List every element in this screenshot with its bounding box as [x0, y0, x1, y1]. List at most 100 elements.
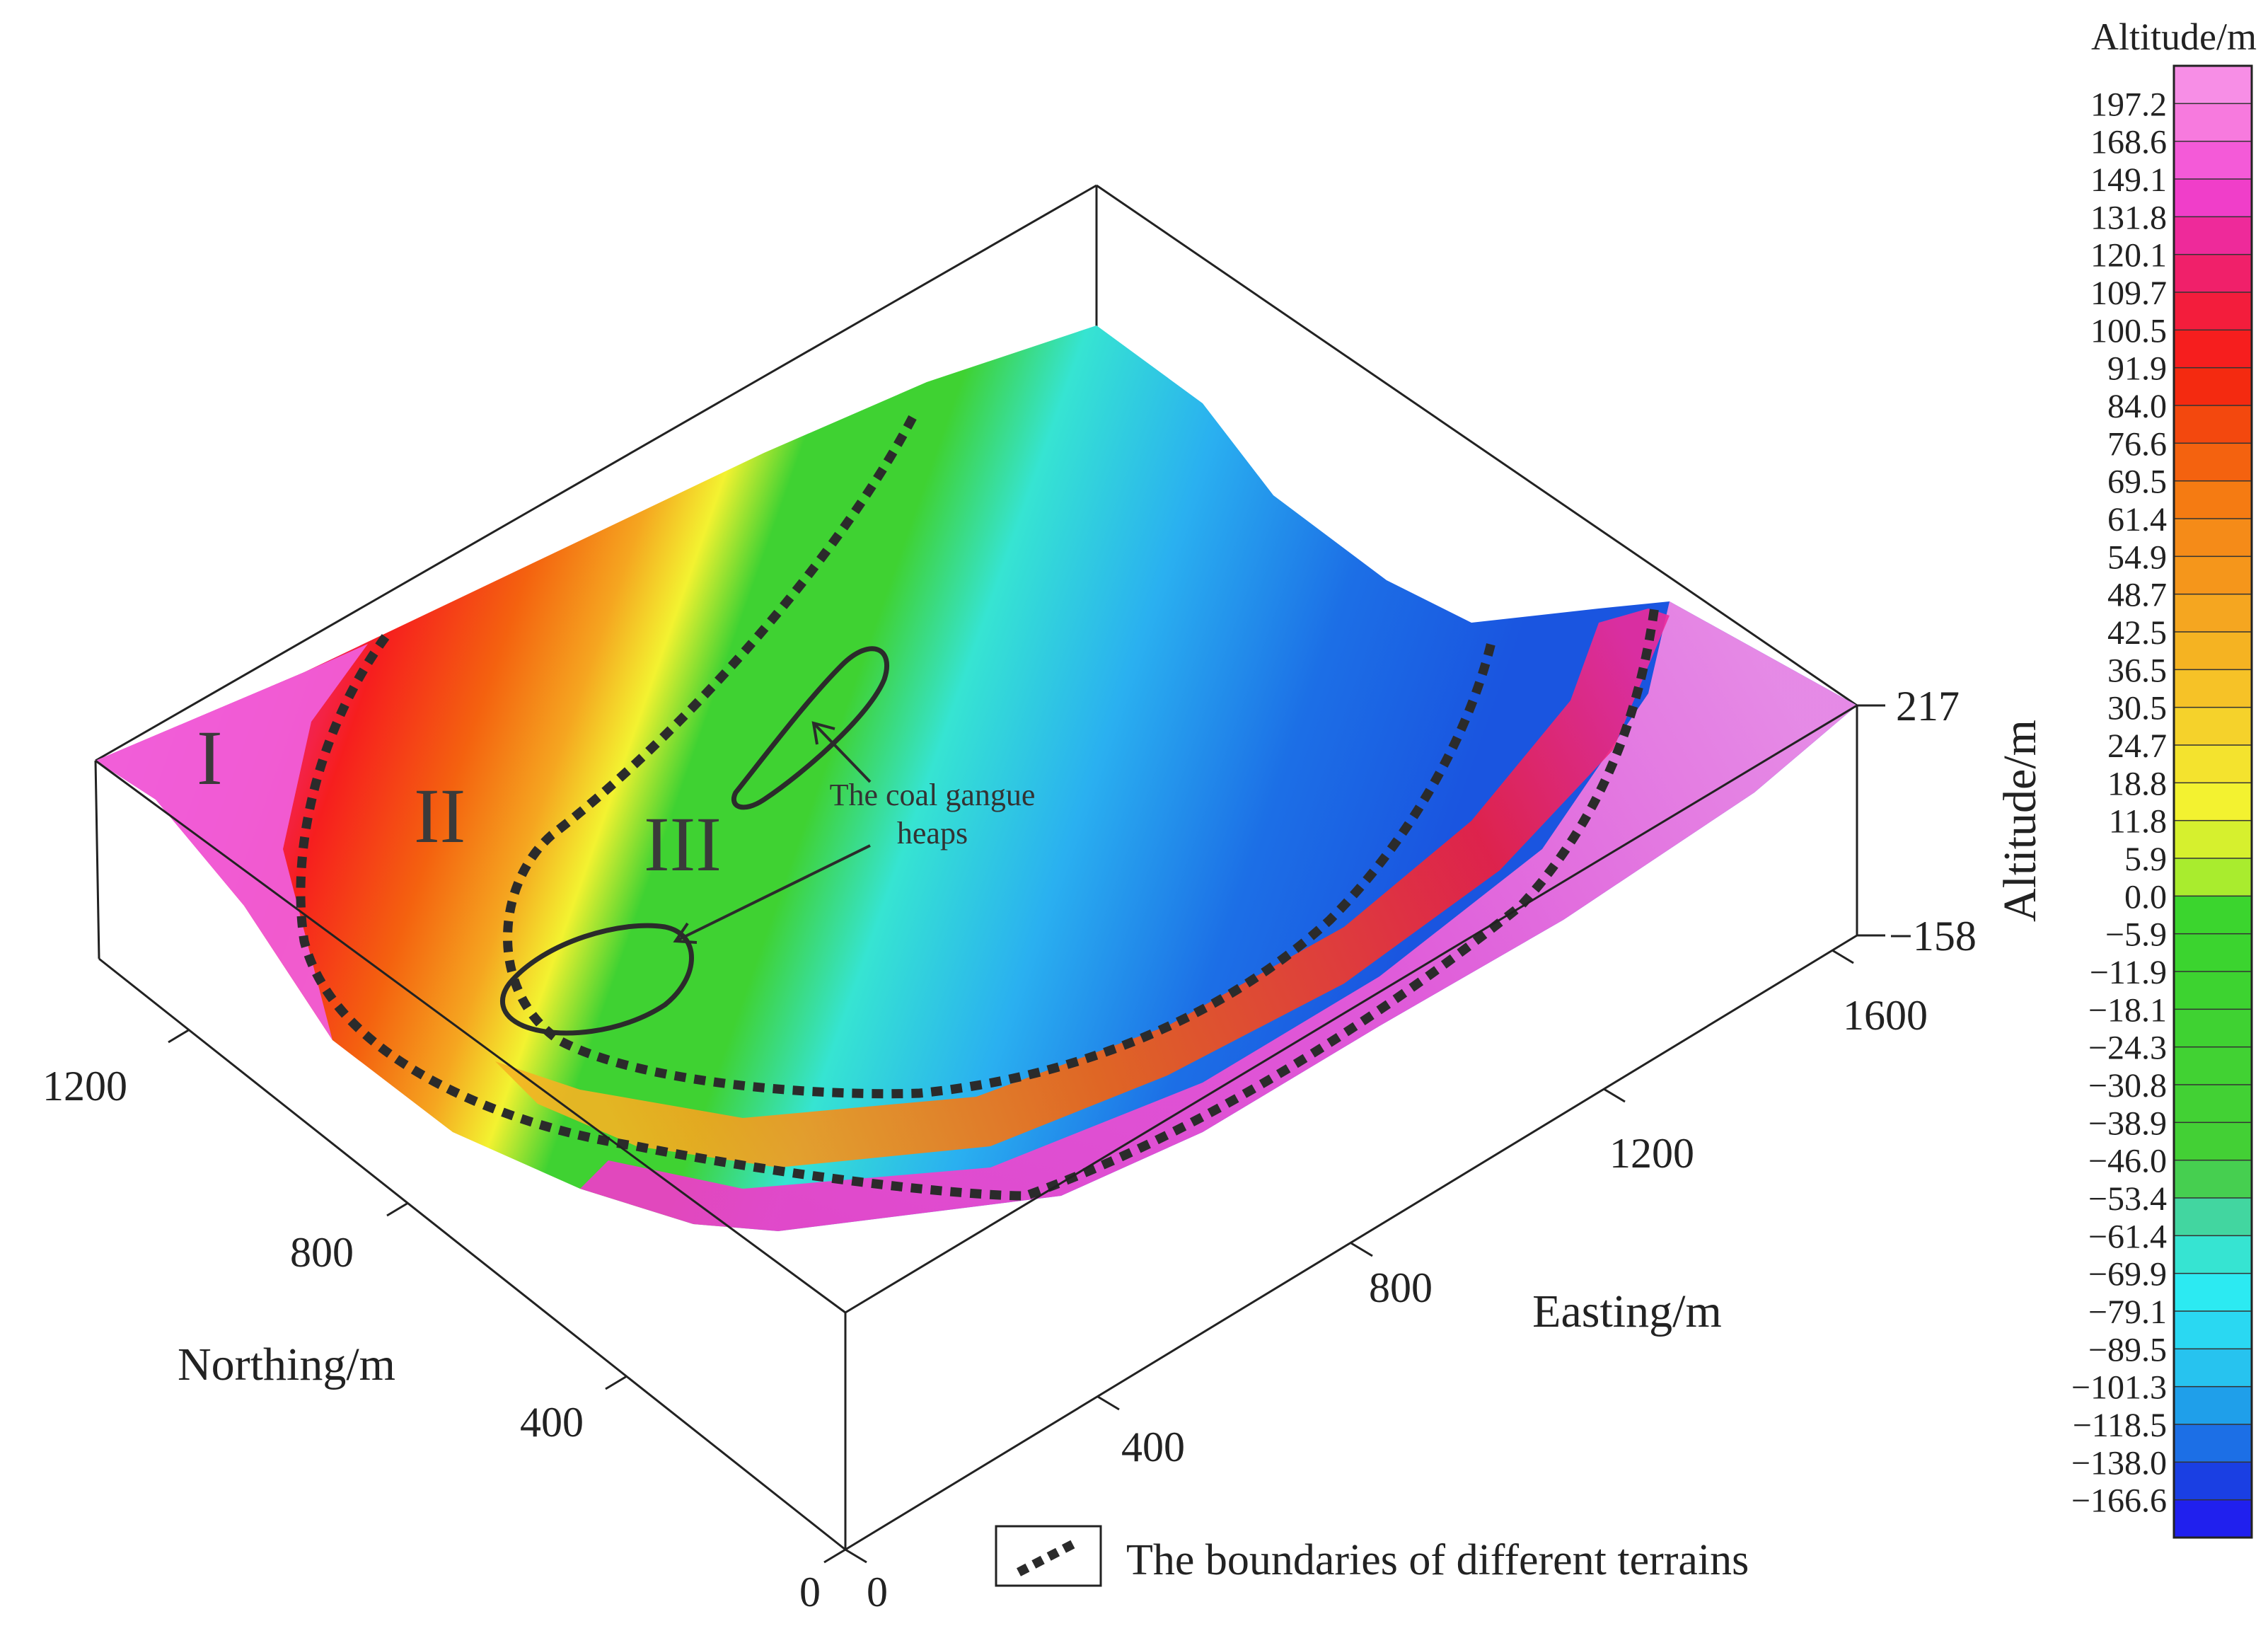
colorbar-swatch	[2173, 1235, 2252, 1275]
easting-axis-title: Easting/m	[1532, 1286, 1722, 1337]
annotation-line-1: The coal gangue	[830, 778, 1036, 812]
colorbar-label: 0.0	[2124, 878, 2167, 916]
colorbar: Altitude/m 197.2168.6149.1131.8120.1109.…	[2071, 16, 2257, 1539]
colorbar-swatch	[2173, 1461, 2252, 1501]
colorbar-swatch	[2173, 706, 2252, 746]
colorbar-label: −89.5	[2088, 1331, 2167, 1368]
colorbar-label: 120.1	[2090, 237, 2167, 275]
legend-dotted-symbol	[1017, 1537, 1081, 1576]
terrain-base	[96, 325, 1857, 1231]
colorbar-swatch	[2173, 1424, 2252, 1463]
colorbar-label: 76.6	[2107, 425, 2167, 463]
colorbar-swatch	[2173, 1499, 2252, 1539]
colorbar-label: 149.1	[2090, 161, 2167, 199]
colorbar-swatch	[2173, 292, 2252, 331]
colorbar-label: −69.9	[2088, 1256, 2167, 1293]
annotation-line-2: heaps	[897, 816, 968, 851]
region-label-2: II	[414, 773, 465, 859]
colorbar-label: −166.6	[2071, 1482, 2167, 1520]
colorbar-swatch	[2173, 253, 2252, 294]
easting-tick-1600: 1600	[1843, 992, 1928, 1039]
colorbar-label: 109.7	[2090, 275, 2167, 312]
colorbar-label: 168.6	[2090, 124, 2167, 161]
colorbar-swatch	[2173, 858, 2252, 897]
legend-label: The boundaries of different terrains	[1126, 1536, 1749, 1584]
colorbar-label: 30.5	[2107, 690, 2167, 727]
easting-tick-1200: 1200	[1609, 1130, 1694, 1177]
colorbar-label: −30.8	[2088, 1067, 2167, 1105]
boundary-outer	[296, 601, 1660, 1201]
colorbar-label: −5.9	[2105, 916, 2167, 954]
colorbar-swatch	[2173, 782, 2252, 822]
terrain-inner-rim	[495, 609, 1670, 1167]
colorbar-label: 5.9	[2124, 841, 2167, 878]
heap-lower	[499, 923, 694, 1036]
region-label-3: III	[644, 801, 722, 887]
colorbar-swatch	[2173, 555, 2252, 596]
colorbar-label: −53.4	[2088, 1180, 2167, 1218]
colorbar-frame	[2172, 64, 2253, 1539]
northing-tick-800: 800	[290, 1229, 354, 1276]
northing-tick-1200: 1200	[42, 1063, 127, 1109]
box-frame-front	[94, 704, 1858, 1551]
colorbar-label: 91.9	[2107, 350, 2167, 388]
boundary-legend: The boundaries of different terrains	[995, 1525, 1749, 1587]
coal-gangue-heaps	[499, 646, 890, 1036]
colorbar-swatch	[2173, 1385, 2252, 1426]
colorbar-label: −38.9	[2088, 1105, 2167, 1142]
colorbar-swatch	[2173, 405, 2252, 444]
easting-tick-400: 400	[1121, 1424, 1185, 1470]
colorbar-label: 54.9	[2107, 538, 2167, 576]
terrain-boundaries	[296, 415, 1660, 1201]
colorbar-swatch	[2173, 480, 2252, 520]
northing-tick-400: 400	[520, 1399, 584, 1446]
colorbar-label: 197.2	[2090, 86, 2167, 123]
colorbar-label: 42.5	[2107, 614, 2167, 652]
boundary-inner	[503, 415, 1498, 1099]
colorbar-swatch	[2173, 329, 2252, 369]
colorbar-label: 48.7	[2107, 577, 2167, 614]
heap-arrows	[673, 721, 872, 944]
colorbar-swatch	[2173, 442, 2252, 483]
colorbar-labels: 197.2168.6149.1131.8120.1109.7100.591.98…	[2071, 86, 2167, 1519]
colorbar-label: 61.4	[2107, 501, 2167, 538]
colorbar-label: −61.4	[2088, 1218, 2167, 1255]
colorbar-swatch	[2173, 367, 2252, 407]
altitude-tick-top: 217	[1896, 683, 1960, 730]
colorbar-swatch	[2173, 1122, 2252, 1162]
colorbar-label: 84.0	[2107, 388, 2167, 425]
colorbar-swatch	[2173, 631, 2252, 671]
altitude-ticks	[1857, 704, 1885, 937]
colorbar-swatch	[2173, 1046, 2252, 1086]
colorbar-swatch	[2173, 65, 2252, 105]
colorbar-label: −46.0	[2088, 1143, 2167, 1180]
colorbar-swatch	[2173, 1197, 2252, 1237]
easting-ticks	[845, 949, 1854, 1564]
colorbar-swatch	[2173, 895, 2252, 935]
colorbar-label: −118.5	[2073, 1407, 2167, 1444]
colorbar-swatch	[2173, 1310, 2252, 1350]
northing-ticks	[168, 1028, 846, 1564]
heap-upper	[731, 646, 890, 810]
colorbar-label: −101.3	[2071, 1369, 2167, 1407]
colorbar-swatch	[2173, 518, 2252, 558]
colorbar-label: −18.1	[2088, 991, 2167, 1029]
colorbar-label: 100.5	[2090, 312, 2167, 350]
colorbar-swatches	[2173, 65, 2252, 1539]
colorbar-swatch	[2173, 1084, 2252, 1124]
northing-tick-0: 0	[799, 1569, 821, 1615]
colorbar-swatch	[2173, 1159, 2252, 1199]
colorbar-swatch	[2173, 933, 2252, 973]
colorbar-label: −79.1	[2088, 1293, 2167, 1331]
easting-tick-800: 800	[1369, 1264, 1433, 1311]
colorbar-title: Altitude/m	[2091, 16, 2257, 58]
colorbar-label: 69.5	[2107, 463, 2167, 501]
colorbar-label: 36.5	[2107, 652, 2167, 689]
colorbar-swatch	[2173, 593, 2252, 633]
colorbar-swatch	[2173, 1348, 2252, 1388]
colorbar-label: −11.9	[2090, 954, 2167, 991]
colorbar-swatch	[2173, 140, 2252, 180]
colorbar-swatch	[2173, 216, 2252, 256]
